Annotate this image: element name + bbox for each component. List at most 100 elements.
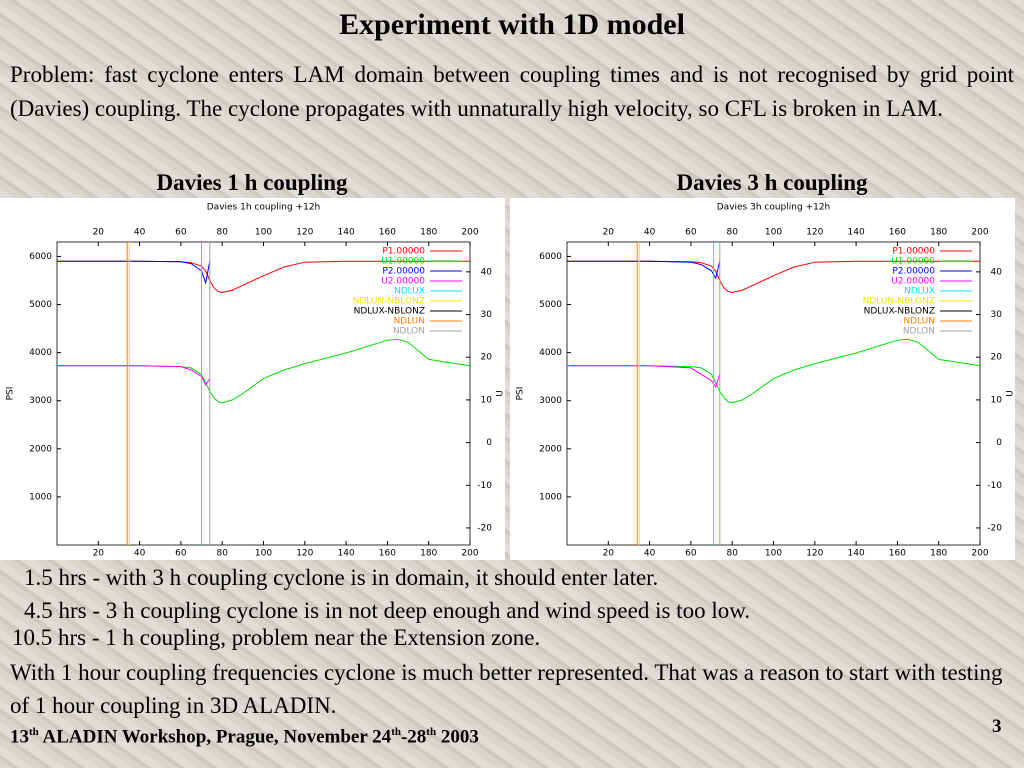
legend-label: P1.00000 xyxy=(382,247,425,257)
y-tick-label: 3000 xyxy=(539,396,562,406)
x-tick-label: 200 xyxy=(971,228,988,238)
legend-label: NDLUN-NBLONZ xyxy=(863,297,935,307)
legend-label: NDLUN-NBLONZ xyxy=(353,297,425,307)
x-tick-label: 40 xyxy=(134,228,146,238)
x-tick-label: 180 xyxy=(420,228,437,238)
x-tick-label: 160 xyxy=(379,228,396,238)
legend-label: NDLON xyxy=(903,327,935,337)
y2-tick-label: 40 xyxy=(991,267,1003,277)
legend-label: NDLUN xyxy=(393,317,425,327)
legend-label: NDLUX-NBLONZ xyxy=(864,307,935,317)
legend-label: U1.00000 xyxy=(381,257,425,267)
footer-text: -28 xyxy=(400,726,427,748)
x-tick-label: 80 xyxy=(216,549,228,559)
chart: Davies 1h coupling +12h 20 20 40 40 60 60 80 80 1… xyxy=(0,198,505,560)
y2-tick-label: 10 xyxy=(481,395,493,405)
footer-text: 13 xyxy=(10,726,29,748)
note: 1.5 hrs - with 3 h coupling cyclone is i… xyxy=(24,565,659,590)
y-tick-label: 5000 xyxy=(29,300,52,310)
y2-axis-label: U xyxy=(1006,390,1016,397)
y2-tick-label: 20 xyxy=(481,353,493,363)
y2-tick-label: 0 xyxy=(996,438,1002,448)
x-tick-label: 80 xyxy=(726,549,738,559)
legend-label: U2.00000 xyxy=(381,277,425,287)
x-tick-label: 60 xyxy=(175,549,187,559)
y-tick-label: 6000 xyxy=(29,252,52,262)
y-axis-label: PSI xyxy=(6,387,16,401)
y-tick-label: 6000 xyxy=(539,252,562,262)
panel-title: Davies 3 h coupling xyxy=(676,170,868,195)
x-tick-label: 40 xyxy=(644,549,656,559)
x-tick-label: 140 xyxy=(338,228,355,238)
footer-text: 2003 xyxy=(436,726,479,748)
x-tick-label: 180 xyxy=(930,228,947,238)
y2-axis-label: U xyxy=(496,390,506,397)
x-tick-label: 100 xyxy=(255,549,272,559)
y2-tick-label: -10 xyxy=(987,481,1002,491)
x-tick-label: 20 xyxy=(93,228,105,238)
x-tick-label: 120 xyxy=(806,549,823,559)
x-tick-label: 180 xyxy=(930,549,947,559)
series-line xyxy=(567,260,980,294)
y-tick-label: 4000 xyxy=(539,348,562,358)
footer-text: th xyxy=(391,726,401,738)
x-tick-label: 160 xyxy=(379,549,396,559)
series-line xyxy=(567,365,721,389)
legend-label: P2.00000 xyxy=(892,267,935,277)
chart-title: Davies 3h coupling +12h xyxy=(717,203,831,213)
y-tick-label: 2000 xyxy=(539,444,562,454)
x-tick-label: 20 xyxy=(93,549,105,559)
x-tick-label: 140 xyxy=(848,549,865,559)
y2-tick-label: 40 xyxy=(481,267,493,277)
series-line xyxy=(57,365,211,387)
series-line xyxy=(567,260,721,280)
x-tick-label: 120 xyxy=(296,228,313,238)
chart-title: Davies 1h coupling +12h xyxy=(207,203,321,213)
y2-tick-label: -20 xyxy=(987,523,1002,533)
slide-title: Experiment with 1D model xyxy=(339,8,685,41)
x-tick-label: 60 xyxy=(175,228,187,238)
y2-tick-label: 10 xyxy=(991,395,1003,405)
note: 4.5 hrs - 3 h coupling cyclone is in not… xyxy=(24,598,751,623)
legend-label: NDLON xyxy=(393,327,425,337)
x-tick-label: 140 xyxy=(338,549,355,559)
legend-label: NDLUN xyxy=(903,317,935,327)
y2-tick-label: 30 xyxy=(481,310,493,320)
x-tick-label: 100 xyxy=(255,228,272,238)
x-tick-label: 200 xyxy=(461,228,478,238)
note: 10.5 hrs - 1 h coupling, problem near th… xyxy=(12,625,541,650)
x-tick-label: 80 xyxy=(216,228,228,238)
page-number: 3 xyxy=(992,716,1002,737)
footer-text: ALADIN Workshop, Prague, November 24 xyxy=(38,726,392,748)
legend-label: P1.00000 xyxy=(892,247,935,257)
series-line xyxy=(567,338,981,404)
y2-tick-label: 30 xyxy=(991,310,1003,320)
problem-text: Problem: fast cyclone enters LAM domain … xyxy=(10,62,1014,121)
legend-label: NDLUX xyxy=(904,287,935,297)
panel-title: Davies 1 h coupling xyxy=(156,170,348,195)
y-tick-label: 2000 xyxy=(29,444,52,454)
legend-label: U2.00000 xyxy=(891,277,935,287)
y-tick-label: 1000 xyxy=(539,492,562,502)
x-tick-label: 120 xyxy=(296,549,313,559)
legend-label: NDLUX xyxy=(394,287,425,297)
conclusion: With 1 hour coupling frequencies cyclone… xyxy=(10,660,1003,718)
y-tick-label: 5000 xyxy=(539,300,562,310)
x-tick-label: 20 xyxy=(603,228,615,238)
y-axis-label: PSI xyxy=(516,387,526,401)
x-tick-label: 200 xyxy=(971,549,988,559)
y2-tick-label: 0 xyxy=(486,438,492,448)
y2-tick-label: -10 xyxy=(477,481,492,491)
footer-text: th xyxy=(29,726,39,738)
series-line xyxy=(57,338,471,404)
y-tick-label: 1000 xyxy=(29,492,52,502)
chart: Davies 3h coupling +12h 20 20 40 40 60 60 80 80 1… xyxy=(510,198,1015,560)
footer: 13th ALADIN Workshop, Prague, November 2… xyxy=(10,726,479,748)
x-tick-label: 80 xyxy=(726,228,738,238)
x-tick-label: 120 xyxy=(806,228,823,238)
x-tick-label: 180 xyxy=(420,549,437,559)
x-tick-label: 60 xyxy=(685,228,697,238)
x-tick-label: 100 xyxy=(765,549,782,559)
x-tick-label: 20 xyxy=(603,549,615,559)
